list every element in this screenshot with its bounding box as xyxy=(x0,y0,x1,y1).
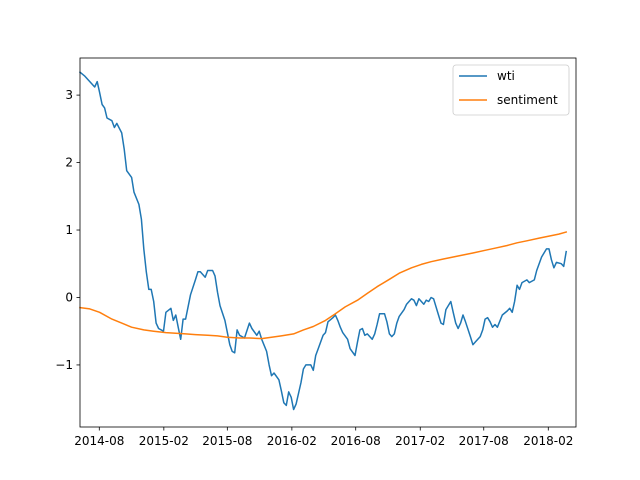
x-tick-label: 2017-02 xyxy=(395,434,445,448)
series-line-wti xyxy=(78,71,568,411)
series-line-sentiment xyxy=(79,231,568,340)
y-tick-label: 0 xyxy=(65,290,73,304)
y-tick-label: 3 xyxy=(65,88,73,102)
x-tick-label: 2016-08 xyxy=(331,434,381,448)
x-axis: 2014-08 2015-02 2015-08 2016-02 2016-08 2017-… xyxy=(74,427,573,448)
x-tick-label: 2015-08 xyxy=(202,434,252,448)
x-tick-label: 2014-08 xyxy=(74,434,124,448)
x-tick-label: 2017-08 xyxy=(459,434,509,448)
x-tick-label: 2015-02 xyxy=(139,434,189,448)
x-tick-label: 2016-02 xyxy=(267,434,317,448)
legend-label-sentiment: sentiment xyxy=(497,93,558,107)
legend: wti sentiment xyxy=(452,64,570,116)
x-tick-label: 2018-02 xyxy=(523,434,573,448)
series-lines xyxy=(78,71,568,411)
y-tick-label: 2 xyxy=(65,156,73,170)
y-tick-label: −1 xyxy=(55,358,73,372)
axes-frame xyxy=(79,57,577,428)
y-tick-label: 1 xyxy=(65,223,73,237)
legend-box xyxy=(452,64,570,116)
y-axis: −1 0 1 2 3 xyxy=(55,88,80,372)
legend-label-wti: wti xyxy=(497,69,515,83)
